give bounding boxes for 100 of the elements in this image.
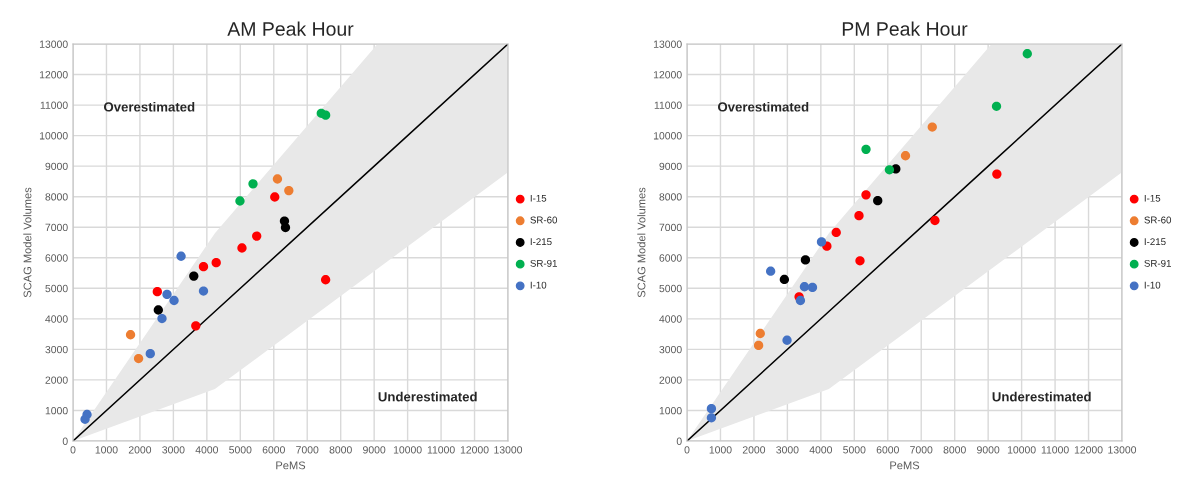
y-tick-label: 4000 — [659, 315, 682, 323]
y-tick-label: 9000 — [659, 162, 682, 171]
point — [145, 349, 155, 359]
x-tick-label: 10000 — [393, 446, 422, 454]
point — [191, 321, 201, 331]
x-tick-label: 8000 — [329, 446, 352, 454]
point — [176, 251, 186, 261]
y-tick-label: 10000 — [653, 132, 682, 140]
legend-label: I-10 — [1144, 281, 1161, 289]
point — [782, 335, 792, 345]
point — [320, 275, 331, 285]
point — [992, 169, 1002, 179]
point — [854, 210, 864, 221]
x-tick-label: 2000 — [128, 446, 152, 454]
annotation: Underestimated — [992, 391, 1091, 402]
point — [799, 282, 810, 292]
point — [157, 313, 167, 324]
point — [800, 255, 811, 265]
x-tick-label: 6000 — [876, 446, 899, 454]
x-tick-label: 12000 — [460, 446, 489, 454]
annotation: Underestimated — [378, 391, 477, 402]
point — [198, 286, 209, 296]
legend-label: I-215 — [1144, 238, 1166, 246]
point — [270, 192, 280, 202]
x-tick-label: 1000 — [709, 446, 732, 454]
x-tick-label: 2000 — [742, 446, 766, 454]
point — [900, 151, 911, 161]
x-tick-label: 0 — [684, 446, 690, 454]
point — [831, 227, 841, 238]
chart-title: PM Peak Hour — [842, 21, 968, 36]
x-tick-label: 5000 — [843, 446, 866, 454]
x-tick-label: 9000 — [363, 446, 386, 454]
point — [153, 305, 163, 315]
point — [795, 295, 806, 306]
point — [861, 144, 871, 155]
x-tick-label: 11000 — [427, 446, 455, 454]
y-tick-label: 12000 — [39, 71, 68, 79]
point — [930, 215, 940, 226]
x-tick-label: 10000 — [1007, 446, 1036, 454]
point — [189, 271, 199, 281]
point — [861, 190, 871, 200]
y-tick-label: 4000 — [45, 315, 68, 323]
point — [235, 196, 245, 206]
y-tick-label: 9000 — [45, 162, 68, 171]
y-tick-label: 5000 — [659, 284, 682, 293]
point — [252, 231, 262, 241]
point — [248, 179, 258, 189]
point — [991, 101, 1002, 111]
point — [807, 282, 818, 293]
legend-label: SR-60 — [1144, 216, 1172, 224]
point — [320, 110, 331, 120]
y-tick-label: 8000 — [45, 193, 68, 201]
x-axis-title: PeMS — [890, 461, 920, 470]
legend-label: I-15 — [1144, 194, 1161, 202]
point — [133, 353, 144, 364]
y-tick-label: 7000 — [45, 223, 68, 232]
y-axis-title: SCAG Model Volumes — [637, 187, 646, 298]
point — [211, 258, 221, 268]
point — [706, 403, 717, 414]
annotation: Overestimated — [103, 101, 195, 112]
point — [272, 174, 283, 184]
y-tick-label: 1000 — [45, 406, 68, 415]
legend-label: SR-91 — [1144, 259, 1171, 267]
y-tick-label: 1000 — [659, 406, 682, 415]
point — [706, 413, 717, 423]
point — [855, 256, 865, 266]
x-tick-label: 4000 — [809, 446, 833, 454]
y-tick-label: 2000 — [659, 376, 682, 384]
x-tick-label: 3000 — [162, 446, 185, 454]
y-tick-label: 2000 — [45, 376, 68, 384]
x-tick-label: 7000 — [296, 446, 319, 454]
point — [280, 222, 291, 233]
y-tick-label: 7000 — [659, 223, 682, 232]
x-tick-label: 3000 — [776, 446, 799, 454]
y-tick-label: 6000 — [45, 254, 68, 262]
y-tick-label: 11000 — [654, 101, 682, 109]
point — [125, 330, 136, 340]
x-tick-label: 13000 — [494, 446, 523, 454]
point — [779, 274, 790, 285]
chart-title: AM Peak Hour — [227, 21, 354, 36]
annotation: Overestimated — [717, 101, 809, 112]
point — [766, 266, 776, 276]
point — [169, 295, 179, 306]
y-tick-label: 0 — [676, 437, 682, 445]
y-tick-label: 11000 — [40, 101, 68, 109]
y-tick-label: 5000 — [45, 284, 68, 293]
legend-label: SR-91 — [530, 259, 557, 267]
point — [198, 261, 209, 272]
x-tick-label: 11000 — [1041, 446, 1069, 454]
y-tick-label: 0 — [62, 437, 68, 445]
point — [927, 122, 937, 132]
y-axis-title: SCAG Model Volumes — [23, 187, 32, 298]
point — [237, 243, 247, 253]
y-tick-label: 13000 — [653, 40, 682, 48]
x-tick-label: 0 — [70, 446, 76, 454]
y-tick-label: 6000 — [659, 254, 682, 262]
y-tick-label: 8000 — [659, 193, 682, 201]
point — [80, 414, 90, 424]
point — [884, 165, 895, 175]
point — [755, 328, 765, 339]
